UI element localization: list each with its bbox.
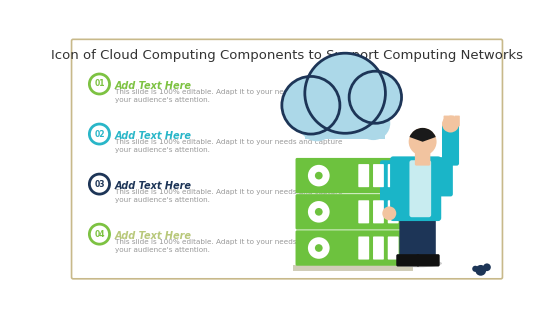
FancyBboxPatch shape bbox=[358, 200, 369, 223]
FancyBboxPatch shape bbox=[442, 124, 459, 166]
Circle shape bbox=[315, 172, 323, 180]
FancyBboxPatch shape bbox=[296, 158, 411, 193]
Text: 02: 02 bbox=[94, 129, 105, 139]
FancyBboxPatch shape bbox=[390, 156, 441, 221]
Bar bbox=[305, 123, 385, 139]
Text: 04: 04 bbox=[94, 230, 105, 239]
Text: Add Text Here: Add Text Here bbox=[115, 81, 192, 91]
Text: This slide is 100% editable. Adapt it to your needs and capture
your audience's : This slide is 100% editable. Adapt it to… bbox=[115, 239, 343, 253]
Circle shape bbox=[90, 224, 110, 244]
Circle shape bbox=[299, 105, 335, 141]
Wedge shape bbox=[409, 128, 436, 142]
FancyBboxPatch shape bbox=[409, 160, 431, 217]
Circle shape bbox=[90, 74, 110, 94]
Text: This slide is 100% editable. Adapt it to your needs and capture
your audience's : This slide is 100% editable. Adapt it to… bbox=[115, 89, 343, 103]
FancyBboxPatch shape bbox=[388, 200, 399, 223]
FancyBboxPatch shape bbox=[358, 164, 369, 187]
FancyBboxPatch shape bbox=[388, 237, 399, 260]
FancyBboxPatch shape bbox=[373, 200, 384, 223]
FancyBboxPatch shape bbox=[417, 254, 440, 266]
FancyBboxPatch shape bbox=[388, 164, 399, 187]
Text: Icon of Cloud Computing Components to Support Computing Networks: Icon of Cloud Computing Components to Su… bbox=[51, 49, 523, 61]
FancyBboxPatch shape bbox=[396, 254, 419, 266]
Text: This slide is 100% editable. Adapt it to your needs and capture
your audience's : This slide is 100% editable. Adapt it to… bbox=[115, 189, 343, 203]
FancyBboxPatch shape bbox=[373, 237, 384, 260]
Text: 03: 03 bbox=[94, 180, 105, 189]
FancyBboxPatch shape bbox=[72, 39, 502, 279]
Circle shape bbox=[336, 92, 382, 139]
FancyBboxPatch shape bbox=[296, 194, 411, 230]
Circle shape bbox=[356, 106, 390, 140]
Text: 01: 01 bbox=[94, 79, 105, 89]
Circle shape bbox=[483, 263, 491, 271]
Circle shape bbox=[442, 116, 459, 133]
Circle shape bbox=[305, 53, 385, 133]
Circle shape bbox=[309, 91, 357, 139]
FancyBboxPatch shape bbox=[373, 164, 384, 187]
Text: Add Text Here: Add Text Here bbox=[115, 231, 192, 241]
Circle shape bbox=[409, 128, 437, 156]
Circle shape bbox=[382, 206, 396, 220]
Text: Add Text Here: Add Text Here bbox=[115, 181, 192, 191]
Circle shape bbox=[315, 208, 323, 216]
FancyBboxPatch shape bbox=[417, 212, 436, 263]
Circle shape bbox=[308, 165, 330, 186]
FancyBboxPatch shape bbox=[358, 237, 369, 260]
Text: Add Text Here: Add Text Here bbox=[115, 131, 192, 141]
Circle shape bbox=[349, 71, 402, 123]
Circle shape bbox=[475, 265, 486, 276]
FancyBboxPatch shape bbox=[399, 212, 418, 263]
Circle shape bbox=[308, 201, 330, 223]
FancyBboxPatch shape bbox=[449, 116, 454, 126]
Circle shape bbox=[472, 266, 478, 272]
Text: This slide is 100% editable. Adapt it to your needs and capture
your audience's : This slide is 100% editable. Adapt it to… bbox=[115, 139, 343, 153]
Circle shape bbox=[308, 237, 330, 259]
Circle shape bbox=[282, 77, 340, 134]
FancyBboxPatch shape bbox=[415, 150, 431, 166]
Circle shape bbox=[90, 124, 110, 144]
FancyBboxPatch shape bbox=[454, 116, 460, 126]
FancyBboxPatch shape bbox=[444, 116, 449, 126]
Circle shape bbox=[90, 174, 110, 194]
FancyBboxPatch shape bbox=[436, 157, 453, 197]
Bar bbox=[293, 265, 413, 271]
FancyBboxPatch shape bbox=[296, 230, 411, 266]
Circle shape bbox=[315, 244, 323, 252]
FancyBboxPatch shape bbox=[380, 160, 398, 213]
Ellipse shape bbox=[395, 260, 442, 267]
